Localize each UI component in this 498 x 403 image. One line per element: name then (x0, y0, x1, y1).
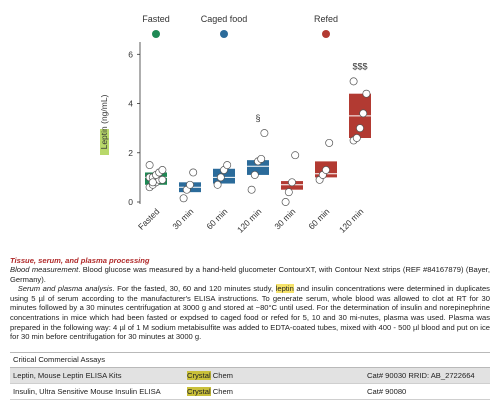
data-point (356, 124, 364, 133)
group-color-dot (220, 30, 228, 38)
data-point (186, 180, 194, 189)
data-point (158, 166, 167, 174)
y-axis-label-unit: (ng/mL) (99, 94, 109, 126)
section-title: Tissue, serum, and plasma processing (10, 256, 150, 265)
serum-plasma-paragraph: Serum and plasma analysis. For the faste… (10, 284, 490, 342)
data-point (148, 178, 157, 187)
x-tick-label: Fasted (136, 206, 162, 232)
data-point (291, 151, 300, 160)
y-tick-label: 2 (128, 148, 133, 158)
data-point (352, 134, 361, 142)
leptin-label-highlight (100, 129, 109, 155)
assays-table: Critical Commercial Assays Leptin, Mouse… (10, 352, 490, 400)
data-point (362, 89, 371, 98)
data-point (288, 178, 296, 187)
data-point (257, 154, 266, 163)
data-point (145, 161, 154, 170)
vendor-highlight: Crystal (187, 371, 211, 380)
serum-plasma-runin: Serum and plasma analysis (17, 284, 113, 294)
assays-table-title: Critical Commercial Assays (10, 352, 490, 368)
leptin-highlight: leptin (275, 284, 294, 294)
x-tick-label: 30 min (170, 206, 195, 231)
x-tick-label: 30 min (272, 206, 297, 231)
data-point (349, 77, 358, 86)
data-point (247, 185, 256, 194)
assay-name: Insulin, Ultra Sensitive Mouse Insulin E… (13, 387, 161, 396)
methods-text: Blood measurement. Blood glucose was mea… (10, 265, 490, 342)
data-point (213, 180, 222, 189)
data-point (223, 161, 232, 170)
y-tick-label: 6 (128, 49, 133, 59)
y-tick-label: 4 (128, 99, 133, 109)
leptin-box-plot: 0 2 4 6 Leptin (ng/mL) Fasted Caged food Refed §… (99, 14, 371, 235)
group-color-dot (322, 30, 330, 38)
table-row: Insulin, Ultra Sensitive Mouse Insulin E… (10, 384, 490, 400)
data-point (179, 194, 188, 203)
significance-marker: $$$ (352, 61, 367, 71)
blood-measurement-text: . Blood glucose was measured by a hand-h… (10, 265, 490, 284)
box (247, 160, 269, 175)
x-tick-label: 120 min (235, 206, 264, 235)
significance-marker: § (255, 113, 260, 123)
data-point (216, 173, 225, 182)
serum-plasma-text-a: . For the fasted, 30, 60 and 120 minutes… (112, 284, 276, 294)
assay-catalog: Cat# 90080 (367, 387, 407, 396)
serum-plasma-text-b: and insulin concentrations were determin… (10, 284, 490, 342)
data-point (322, 166, 330, 174)
assay-catalog: Cat# 90030 RRID: AB_2722664 (367, 371, 475, 380)
blood-measurement-paragraph: Blood measurement. Blood glucose was mea… (10, 265, 490, 284)
group-color-dot (152, 30, 160, 38)
blood-measurement-runin: Blood measurement (10, 265, 79, 274)
x-tick-label: 120 min (337, 206, 366, 235)
vendor-rest: Chem (210, 387, 234, 396)
group-label: Fasted (142, 14, 170, 24)
group-label: Caged food (201, 14, 248, 24)
data-point (284, 188, 293, 197)
vendor-rest: Chem (210, 371, 234, 380)
assay-vendor: Crystal Chem (187, 384, 233, 399)
data-point (158, 175, 167, 184)
data-point (260, 129, 269, 138)
assay-name: Leptin, Mouse Leptin ELISA Kits (13, 371, 122, 380)
data-point (189, 168, 198, 177)
group-label: Refed (314, 14, 338, 24)
data-point (325, 138, 334, 147)
data-point (359, 109, 368, 118)
table-row: Leptin, Mouse Leptin ELISA Kits Crystal … (10, 368, 490, 384)
y-axis-label: Leptin (ng/mL) (99, 94, 109, 149)
assay-vendor: Crystal Chem (187, 368, 233, 383)
vendor-highlight: Crystal (187, 387, 211, 396)
x-tick-label: 60 min (204, 206, 229, 231)
x-tick-label: 60 min (306, 206, 331, 231)
y-axis-label-leptin: Leptin (99, 126, 109, 149)
y-tick-label: 0 (128, 197, 133, 207)
data-point (250, 170, 259, 179)
data-point (281, 198, 290, 206)
